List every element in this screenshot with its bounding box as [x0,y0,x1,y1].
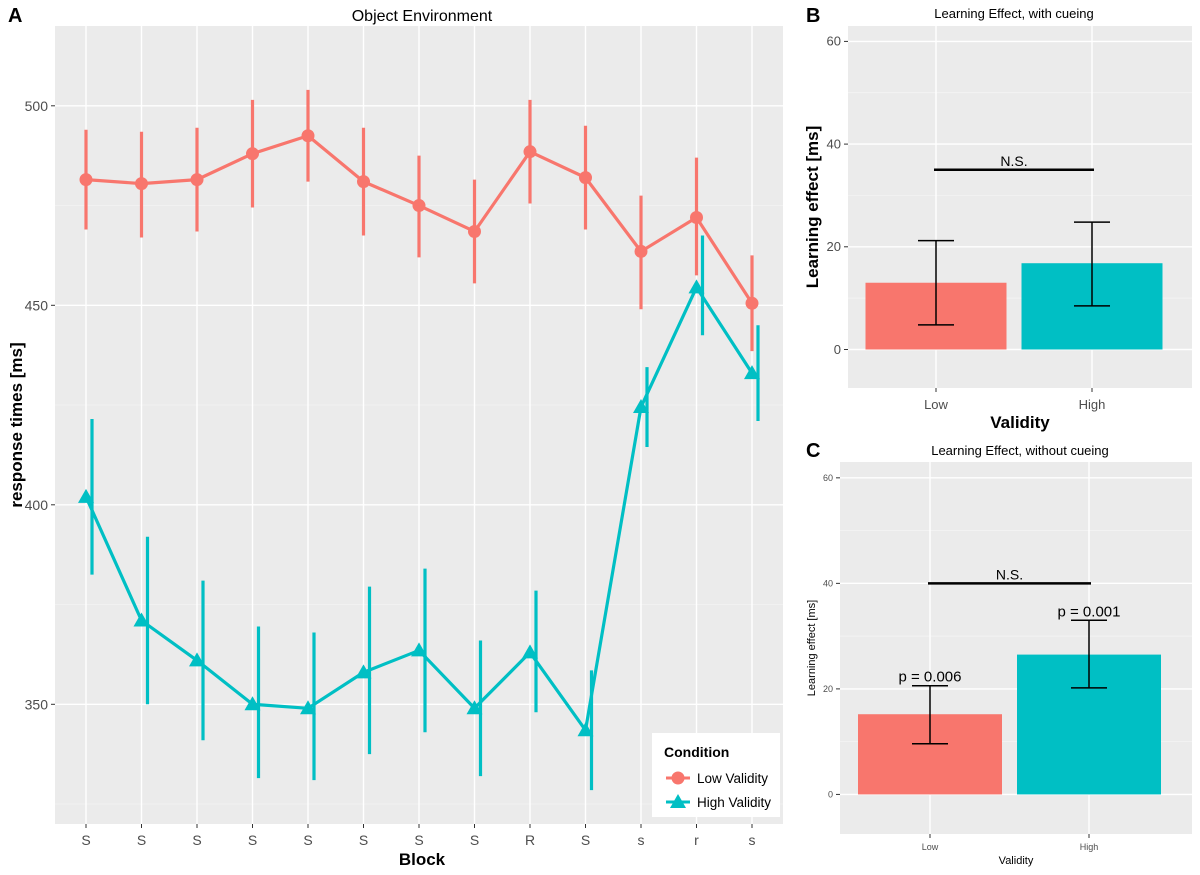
x-tick-label: Low [922,842,939,852]
panel-a-x-tick-label: S [581,832,590,848]
panel-a-x-axis-title: Block [399,850,446,869]
panel-a-x-tick-label: s [638,832,645,848]
panel-letter-b: B [806,5,820,27]
panel-c: C Learning Effect, without cueing 0 20 40 6… [806,440,1192,867]
series-high-validity [78,235,760,791]
legend-key-marker [671,771,685,785]
data-point [744,365,760,380]
y-tick-label: 40 [827,136,841,151]
panel-a-x-tick-label: S [303,832,312,848]
data-point [633,399,649,414]
data-point [301,129,315,143]
panel-a-y-tick-label: 350 [25,696,49,712]
y-tick-label: 60 [823,473,833,483]
y-tick-label: 20 [827,239,841,254]
panel-a-y-tick-label: 500 [25,98,49,114]
data-point [133,612,150,627]
data-point [412,199,426,213]
y-tick-label: 40 [823,578,833,588]
panel-b-y-axis-title: Learning effect [ms] [803,126,822,288]
legend-label: Low Validity [697,771,768,786]
data-point [135,177,148,191]
panel-a-x-tick-label: S [192,832,201,848]
data-point [690,211,703,225]
panel-a-x-tick-label: R [525,832,535,848]
x-tick-label: High [1080,842,1099,852]
p-value-label: p = 0.006 [899,669,962,686]
panel-a-title: Object Environment [352,8,493,25]
panel-a-y-tick-label: 450 [25,297,49,313]
panel-a-x-tick-label: S [414,832,423,848]
panel-a-x-tick-label: S [248,832,257,848]
data-point [579,171,592,185]
y-tick-label: 0 [828,789,833,799]
data-point [300,700,316,715]
panel-a-x-tick-label: r [694,832,699,848]
data-point [468,224,481,238]
y-tick-label: 20 [823,684,833,694]
panel-a-x-tick-label: s [749,832,756,848]
y-tick-label: 60 [827,34,841,49]
panel-a-x-tick-label: S [359,832,368,848]
panel-b-x-axis-title: Validity [990,413,1050,432]
data-point [244,696,261,711]
panel-a-legend: Condition Low Validity High Validity [652,733,780,817]
data-point [577,722,594,737]
panel-b: B Learning Effect, with cueing 0 20 40 60 Lo… [803,5,1192,432]
panel-a: A Object Environment 350 400 450 500 S S S S S S S… [7,5,783,869]
legend-label: High Validity [697,795,771,810]
legend-key-marker [670,794,686,808]
data-point [688,279,705,294]
panel-a-x-tick-label: S [470,832,479,848]
y-tick-label: 0 [834,342,841,357]
data-point [78,488,94,503]
panel-c-y-axis-title: Learning effect [ms] [806,600,818,696]
data-point [634,244,648,258]
panel-letter-c: C [806,440,820,462]
p-value-label: p = 0.001 [1058,603,1121,620]
panel-b-title: Learning Effect, with cueing [934,6,1093,21]
panel-c-title: Learning Effect, without cueing [931,443,1109,458]
data-point [357,175,370,189]
panel-a-y-axis-title: response times [ms] [7,342,26,507]
data-point [523,145,537,159]
series-low-validity [79,89,759,352]
panel-c-x-axis-title: Validity [999,855,1034,867]
data-point [745,296,759,310]
data-point [79,173,93,187]
data-point [411,642,427,657]
data-point [189,652,205,667]
data-point [190,173,204,187]
data-point [522,644,538,659]
significance-label: N.S. [1000,153,1027,169]
data-point [355,664,372,679]
x-tick-label: Low [924,397,948,412]
panel-a-x-tick-label: S [137,832,146,848]
panel-letter-a: A [8,5,22,27]
panel-a-y-tick-label: 400 [25,497,49,513]
panel-a-x-tick-label: S [81,832,90,848]
x-tick-label: High [1079,397,1106,412]
data-point [466,700,483,715]
significance-label: N.S. [996,566,1023,582]
data-point [246,147,259,161]
legend-title: Condition [664,744,729,760]
